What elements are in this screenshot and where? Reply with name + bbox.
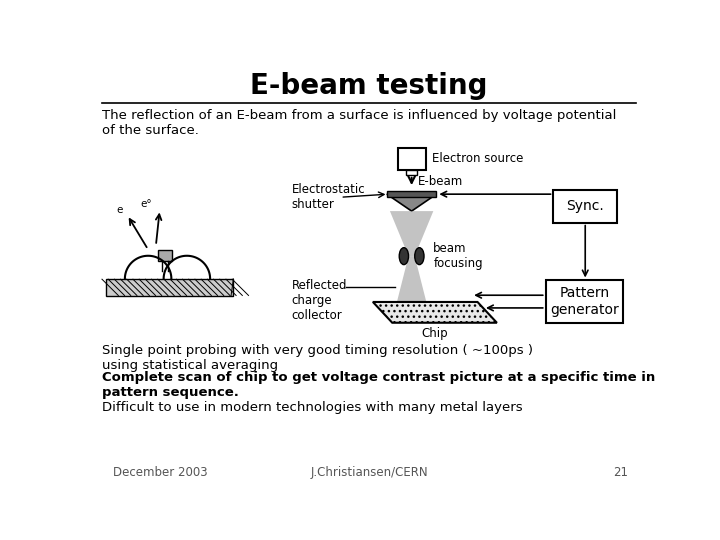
Text: E-beam testing: E-beam testing — [251, 72, 487, 100]
Polygon shape — [387, 194, 436, 211]
Text: Chip: Chip — [422, 327, 448, 340]
Text: e: e — [116, 205, 122, 214]
Text: 21: 21 — [613, 467, 629, 480]
Text: Reflected
charge
collector: Reflected charge collector — [292, 279, 347, 322]
Bar — [546, 280, 624, 323]
Bar — [158, 251, 172, 261]
Ellipse shape — [415, 248, 424, 265]
Polygon shape — [395, 256, 428, 311]
Text: Sync.: Sync. — [567, 199, 604, 213]
Bar — [406, 170, 417, 175]
Text: Pattern
generator: Pattern generator — [550, 287, 618, 316]
Text: J.Christiansen/CERN: J.Christiansen/CERN — [310, 467, 428, 480]
Bar — [554, 190, 617, 222]
Text: beam
focusing: beam focusing — [433, 242, 483, 270]
Text: Difficult to use in modern technologies with many metal layers: Difficult to use in modern technologies … — [102, 401, 522, 414]
Text: The reflection of an E-beam from a surface is influenced by voltage potential
of: The reflection of an E-beam from a surfa… — [102, 110, 616, 138]
Text: Complete scan of chip to get voltage contrast picture at a specific time in
patt: Complete scan of chip to get voltage con… — [102, 372, 655, 399]
Ellipse shape — [399, 248, 408, 265]
Polygon shape — [373, 302, 497, 323]
Text: Single point probing with very good timing resolution ( ~100ps )
using statistic: Single point probing with very good timi… — [102, 343, 533, 372]
Text: Electron source: Electron source — [432, 152, 523, 165]
Text: Electrostatic
shutter: Electrostatic shutter — [292, 183, 365, 211]
Text: December 2003: December 2003 — [113, 467, 208, 480]
Bar — [397, 148, 426, 170]
Bar — [387, 191, 436, 197]
Bar — [106, 279, 233, 296]
Text: e°: e° — [140, 199, 152, 209]
Text: E-beam: E-beam — [418, 176, 463, 188]
Polygon shape — [390, 211, 433, 256]
